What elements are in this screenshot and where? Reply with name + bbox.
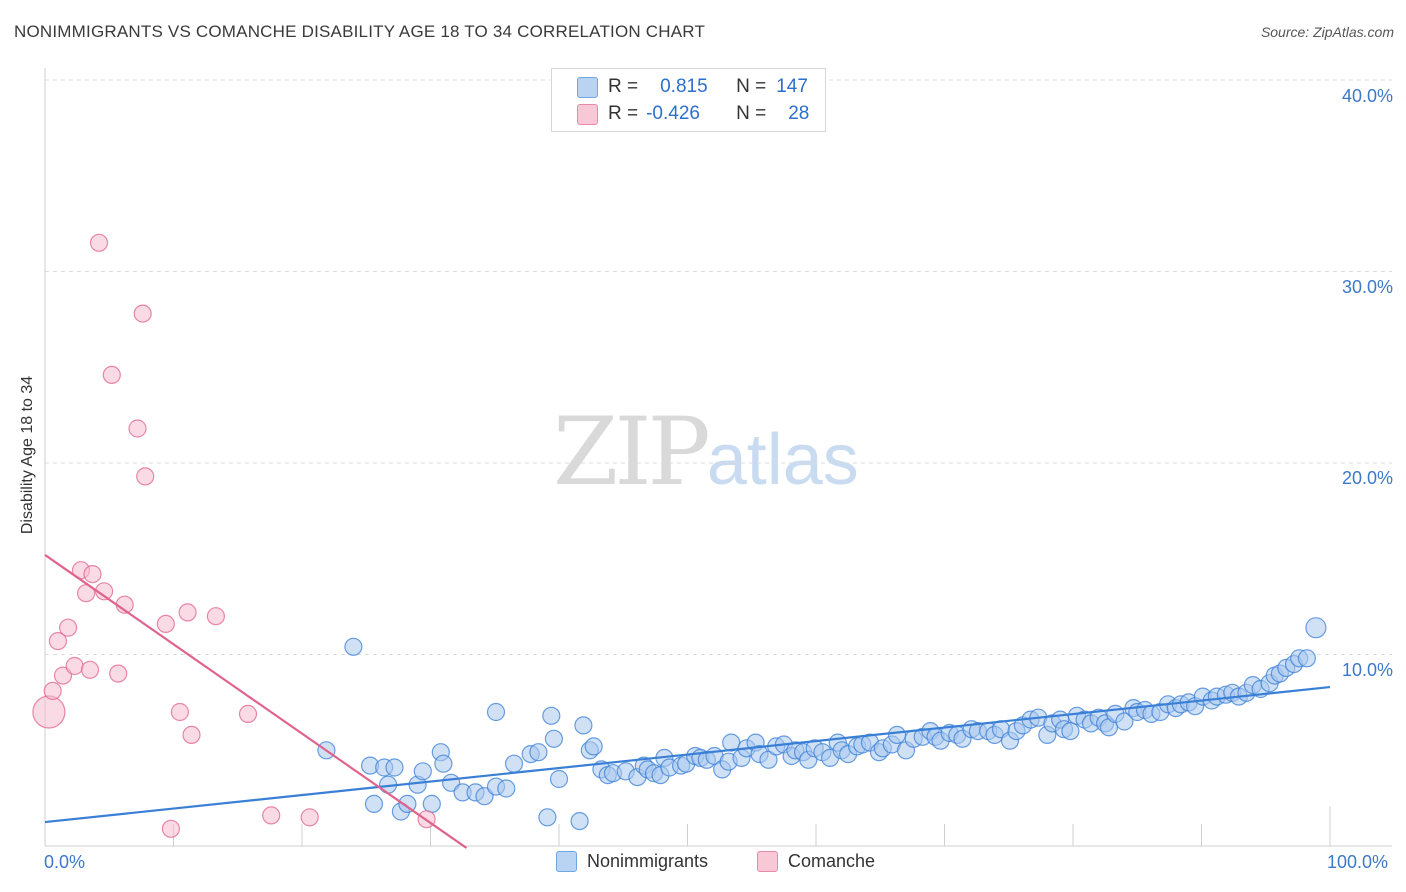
chart-title: NONIMMIGRANTS VS COMANCHE DISABILITY AGE… [14, 22, 706, 41]
nonimmigrants-point [497, 779, 516, 798]
legend-swatch-pink [577, 103, 598, 125]
legend-label-nonimmigrants: Nonimmigrants [587, 851, 709, 871]
nonimmigrants-point [1305, 617, 1327, 639]
comanche-point [83, 564, 102, 584]
legend-n-value: 28 [788, 103, 810, 124]
nonimmigrants-point [1061, 721, 1080, 741]
comanche-trend-line [44, 554, 468, 849]
nonimmigrants-point [538, 808, 557, 827]
comanche-point [43, 681, 62, 701]
nonimmigrants-point [542, 706, 561, 725]
comanche-point [206, 607, 225, 626]
comanche-point [102, 365, 121, 384]
nonimmigrants-trend-line [44, 685, 1331, 824]
y-tick-label-10: 10.0% [1341, 660, 1393, 680]
nonimmigrants-point [344, 637, 363, 656]
legend-n-label: N = [736, 76, 767, 97]
legend-r-value: -0.426 [646, 103, 700, 124]
comanche-point [262, 806, 281, 825]
x-tick-label-0: 0.0% [44, 852, 86, 872]
comanche-point [133, 304, 152, 323]
nonimmigrants-point [529, 743, 548, 762]
comanche-point [170, 702, 189, 722]
nonimmigrants-point [759, 750, 778, 769]
legend-row-nonimmigrants: R = 0.815 N = 147 [552, 74, 808, 100]
legend-r-label: R = [608, 103, 639, 124]
series-legend: Nonimmigrants Comanche [0, 851, 1406, 879]
comanche-point [182, 725, 201, 745]
legend-swatch-blue [577, 76, 598, 98]
nonimmigrants-point [1115, 712, 1134, 731]
watermark: ZIPatlas [553, 398, 859, 507]
comanche-point [89, 233, 109, 252]
nonimmigrants-point [887, 725, 907, 745]
comanche-point [238, 704, 258, 724]
legend-r-value: 0.815 [660, 76, 708, 97]
y-tick-label-30: 30.0% [1341, 277, 1393, 297]
nonimmigrants-point [422, 794, 441, 814]
legend-item-nonimmigrants[interactable]: Nonimmigrants [556, 851, 708, 872]
watermark-zip: ZIP [553, 398, 711, 507]
comanche-point [80, 660, 100, 679]
legend-item-comanche[interactable]: Comanche [757, 851, 875, 872]
nonimmigrants-point [398, 794, 417, 814]
legend-swatch-blue [556, 851, 577, 872]
nonimmigrants-point [584, 737, 603, 756]
comanche-point [300, 808, 319, 827]
nonimmigrants-point [549, 769, 569, 789]
comanche-point [48, 631, 68, 651]
nonimmigrants-point [574, 716, 593, 735]
x-tick-label-100: 100.0% [1327, 852, 1389, 872]
legend-label-comanche: Comanche [788, 851, 876, 871]
comanche-point [136, 467, 155, 486]
comanche-point [156, 614, 175, 634]
nonimmigrants-point [385, 758, 404, 777]
nonimmigrants-point [434, 754, 453, 773]
nonimmigrants-point [504, 754, 524, 773]
comanche-point [58, 618, 78, 637]
source-label: Source: ZipAtlas.com [1260, 24, 1394, 40]
comanche-point [109, 664, 128, 683]
stats-legend: R = 0.815 N = 147 R = -0.426 N = 28 [551, 68, 826, 132]
y-axis-label: Disability Age 18 to 34 [19, 375, 36, 535]
nonimmigrants-point [570, 811, 589, 831]
legend-n-label: N = [736, 103, 767, 124]
comanche-point [161, 819, 180, 838]
y-tick-label-20: 20.0% [1341, 468, 1393, 488]
comanche-point [65, 656, 84, 676]
nonimmigrants-point [486, 702, 506, 722]
watermark-atlas: atlas [706, 420, 859, 500]
nonimmigrants-point [364, 794, 384, 814]
legend-r-label: R = [608, 76, 639, 97]
comanche-point [178, 603, 197, 622]
legend-swatch-pink [757, 851, 778, 872]
comanche-point [128, 419, 147, 438]
legend-n-value: 147 [776, 76, 808, 97]
nonimmigrants-point [413, 762, 432, 781]
comanche-point [32, 695, 66, 729]
nonimmigrants-point [544, 729, 564, 748]
legend-row-comanche: R = -0.426 N = 28 [552, 101, 809, 127]
nonimmigrants-point [1297, 649, 1317, 668]
y-tick-label-40: 40.0% [1341, 86, 1393, 106]
